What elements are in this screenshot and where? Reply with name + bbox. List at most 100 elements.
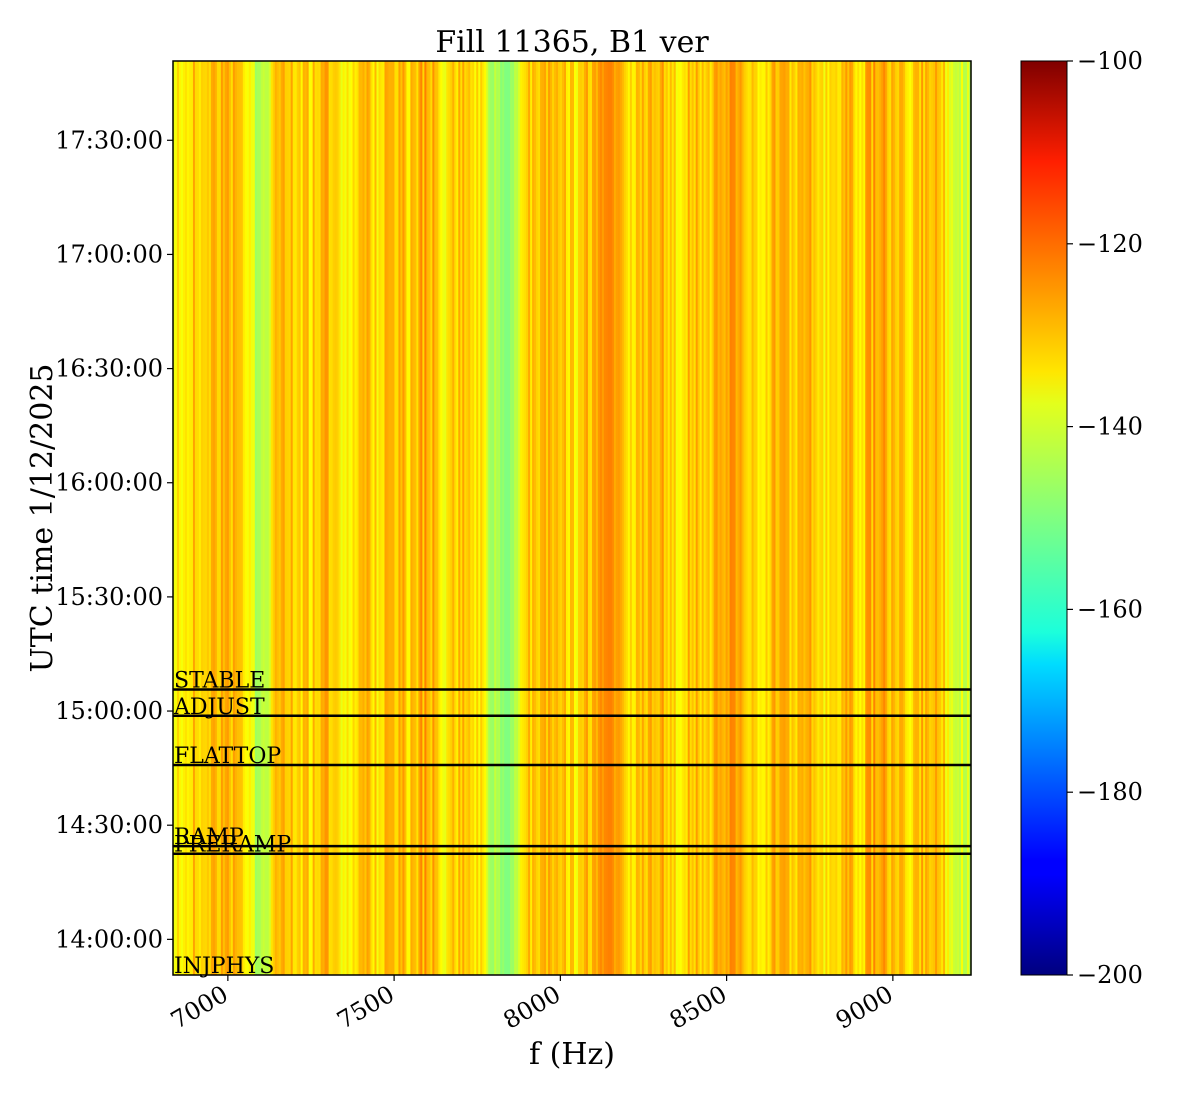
heatmap-stripe — [532, 61, 535, 975]
heatmap-stripe — [236, 61, 240, 975]
heatmap-stripe — [945, 61, 948, 975]
heatmap-stripe — [671, 61, 675, 975]
chart-title: Fill 11365, B1 ver — [435, 25, 709, 60]
colorbar-tick-label: −120 — [1077, 230, 1143, 258]
heatmap-stripe — [244, 61, 248, 975]
x-tick-label: 9000 — [831, 980, 898, 1035]
heatmap-stripe — [707, 61, 711, 975]
heatmap-stripe — [825, 61, 828, 975]
heatmap-stripe — [657, 61, 661, 975]
heatmap-stripe — [643, 61, 647, 975]
heatmap-stripe — [242, 61, 246, 975]
heatmap-stripe — [881, 61, 884, 975]
heatmap-stripe — [831, 61, 834, 975]
heatmap-stripe — [278, 61, 282, 975]
heatmap-stripe — [240, 61, 244, 975]
heatmap-stripe — [639, 61, 643, 975]
heatmap-stripe — [248, 61, 252, 975]
heatmap-stripe — [175, 61, 178, 975]
colorbar: −100 −120 −140 −160 −180 −200 — [1020, 47, 1143, 989]
heatmap-stripe — [693, 61, 697, 975]
heatmap-stripe — [560, 61, 563, 975]
heatmap-stripe — [785, 61, 789, 975]
heatmap-stripe — [915, 61, 918, 975]
heatmap-stripe — [312, 61, 316, 975]
heatmap-stripe — [524, 61, 527, 975]
heatmap-stripe — [849, 61, 852, 975]
heatmap-stripe — [360, 61, 364, 975]
heatmap-stripe — [883, 61, 886, 975]
heatmap-stripe — [216, 61, 220, 975]
heatmap-stripe — [328, 61, 332, 975]
heatmap-stripe — [488, 61, 491, 975]
heatmap-stripe — [929, 61, 932, 975]
heatmap-stripe — [681, 61, 685, 975]
heatmap-stripe — [619, 61, 623, 975]
y-tick-label: 16:30:00 — [55, 355, 163, 383]
heatmap-stripe — [805, 61, 809, 975]
heatmap-stripe — [348, 61, 352, 975]
heatmap-stripe — [542, 61, 545, 975]
heatmap-stripe — [869, 61, 872, 975]
heatmap-stripe — [222, 61, 226, 975]
heatmap-stripe — [526, 61, 529, 975]
heatmap-stripe — [370, 61, 374, 975]
heatmap-stripe — [516, 61, 519, 975]
heatmap-stripe — [434, 61, 437, 975]
heatmap-stripe — [212, 61, 216, 975]
heatmap-stripe — [847, 61, 850, 975]
heatmap-stripe — [206, 61, 210, 975]
heatmap-stripe — [254, 61, 258, 975]
heatmap-stripes — [173, 61, 972, 975]
heatmap-stripe — [605, 61, 609, 975]
heatmap-stripe — [320, 61, 324, 975]
heatmap-stripe — [476, 61, 479, 975]
heatmap-stripe — [280, 61, 284, 975]
heatmap-stripe — [927, 61, 930, 975]
heatmap-stripe — [496, 61, 499, 975]
heatmap-stripe — [338, 61, 342, 975]
heatmap-stripe — [494, 61, 497, 975]
heatmap-stripe — [252, 61, 256, 975]
y-tick-label: 15:30:00 — [55, 583, 163, 611]
heatmap-stripe — [599, 61, 603, 975]
heatmap-stripe — [725, 61, 729, 975]
heatmap-stripe — [813, 61, 816, 975]
heatmap-stripe — [538, 61, 541, 975]
heatmap-stripe — [795, 61, 799, 975]
heatmap-stripe — [613, 61, 617, 975]
heatmap-stripe — [316, 61, 320, 975]
heatmap-stripe — [631, 61, 635, 975]
heatmap-stripe — [917, 61, 920, 975]
heatmap-stripe — [214, 61, 218, 975]
heatmap-stripe — [573, 61, 577, 975]
heatmap-stripe — [865, 61, 868, 975]
heatmap-stripe — [735, 61, 739, 975]
heatmap-stripe — [951, 61, 954, 975]
heatmap-stripe — [326, 61, 330, 975]
y-tick-label: 15:00:00 — [55, 697, 163, 725]
heatmap-stripe — [953, 61, 956, 975]
heatmap-stripe — [635, 61, 639, 975]
heatmap-stripe — [641, 61, 645, 975]
heatmap-stripe — [568, 61, 571, 975]
heatmap-stripe — [689, 61, 693, 975]
heatmap-stripe — [262, 61, 266, 975]
heatmap-stripe — [931, 61, 934, 975]
heatmap-stripe — [787, 61, 791, 975]
heatmap-stripe — [949, 61, 952, 975]
heatmap-stripe — [238, 61, 242, 975]
heatmap-stripe — [809, 61, 812, 975]
heatmap-stripe — [723, 61, 727, 975]
heatmap-stripe — [923, 61, 926, 975]
heatmap-stripe — [408, 61, 412, 975]
heatmap-stripe — [769, 61, 773, 975]
heatmap-stripe — [585, 61, 589, 975]
heatmap-stripe — [204, 61, 208, 975]
heatmap-stripe — [811, 61, 814, 975]
heatmap-stripe — [807, 61, 810, 975]
heatmap-stripe — [424, 61, 427, 975]
heatmap-stripe — [817, 61, 820, 975]
heatmap-stripe — [815, 61, 818, 975]
heatmap-stripe — [284, 61, 288, 975]
